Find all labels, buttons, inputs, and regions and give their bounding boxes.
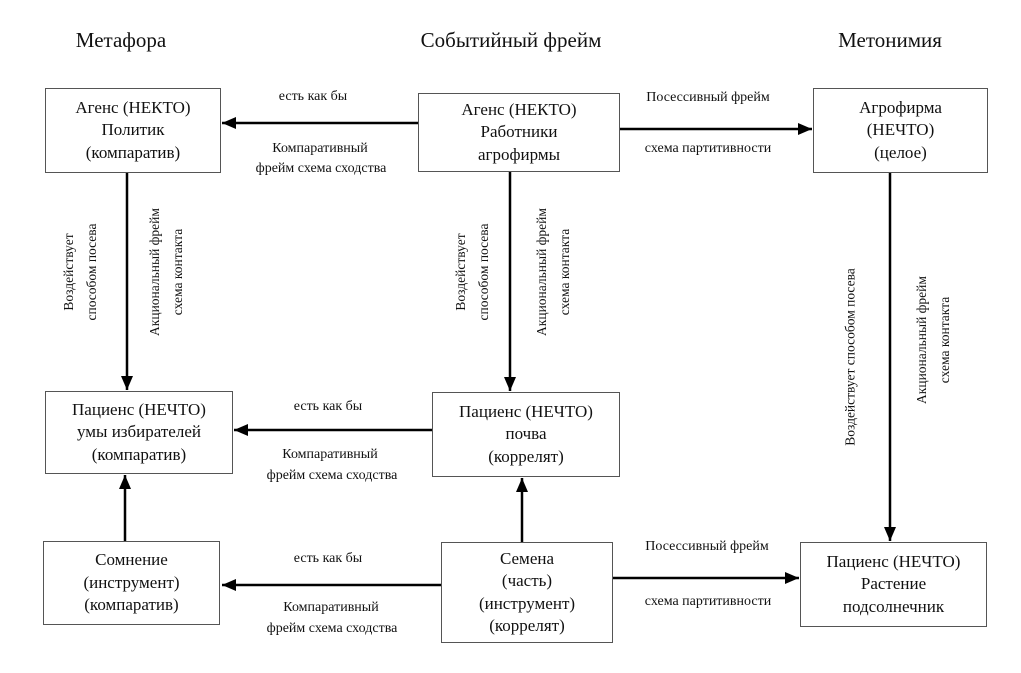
edge-label-bottom-left-below-1: Компаративный bbox=[283, 600, 379, 615]
box-line: Пациенс (НЕЧТО) bbox=[459, 401, 593, 421]
box-line: (часть) bbox=[501, 571, 553, 591]
column-header-metonymy: Метонимия bbox=[838, 28, 942, 52]
box-line: подсолнечник bbox=[842, 596, 945, 616]
box-line: Работники bbox=[480, 122, 558, 142]
box-paciens-plant: Пациенс (НЕЧТО) Растение подсолнечник bbox=[800, 542, 987, 627]
box-line: Агрофирма bbox=[859, 97, 942, 117]
box-line: (коррелят) bbox=[488, 446, 564, 466]
vlabel-line: схема контакта bbox=[557, 228, 572, 316]
box-line: (компаратив) bbox=[91, 444, 187, 464]
edge-label-bottom-left-above: есть как бы bbox=[293, 551, 363, 566]
vlabel-line: Акциональный фрейм bbox=[914, 276, 930, 404]
vlabel-line: способом посева bbox=[84, 223, 99, 321]
edge-label-middle-below-1: Компаративный bbox=[282, 447, 378, 462]
vlabel-line: схема контакта bbox=[170, 228, 185, 316]
box-line: Пациенс (НЕЧТО) bbox=[826, 551, 961, 571]
box-semena: Семена (часть) (инструмент) (коррелят) bbox=[441, 542, 613, 643]
box-line: (инструмент) bbox=[478, 593, 576, 613]
box-line: умы избирателей bbox=[77, 422, 201, 442]
edge-label-top-right-above: Посессивный фрейм bbox=[646, 90, 770, 105]
edge-label-top-left-below-2: фрейм схема сходства bbox=[255, 161, 387, 176]
edge-label-top-left-below-1: Компаративный bbox=[272, 141, 368, 156]
box-line: (компаратив) bbox=[84, 595, 179, 615]
box-line: (инструмент) bbox=[83, 572, 180, 592]
column-header-metaphor: Метафора bbox=[75, 28, 167, 52]
vlabel-line: Воздействует bbox=[61, 233, 77, 311]
box-line: агрофирмы bbox=[477, 144, 561, 164]
box-paciens-minds: Пациенс (НЕЧТО) умы избирателей (компара… bbox=[45, 391, 233, 474]
vlabel-line: Воздействует способом посева bbox=[842, 268, 858, 446]
box-paciens-soil: Пациенс (НЕЧТО) почва (коррелят) bbox=[432, 392, 620, 477]
box-line: Сомнение bbox=[95, 550, 168, 570]
box-line: (целое) bbox=[874, 142, 927, 162]
vlabel-line: способом посева bbox=[476, 223, 491, 321]
edge-label-bottom-right-below: схема партитивности bbox=[644, 594, 772, 609]
edge-label-bottom-left-below-2: фрейм схема сходства bbox=[266, 621, 398, 636]
vlabel-line: схема контакта bbox=[937, 296, 952, 384]
edge-label-top-right-below: схема партитивности bbox=[644, 141, 772, 156]
box-line: Агенс (НЕКТО) bbox=[75, 97, 191, 117]
box-line: Семена bbox=[499, 548, 555, 568]
box-line: Растение bbox=[860, 574, 927, 594]
edge-label-top-left-above: есть как бы bbox=[278, 89, 348, 104]
edge-label-bottom-right-above: Посессивный фрейм bbox=[645, 539, 769, 554]
edge-label-middle-below-2: фрейм схема сходства bbox=[266, 468, 398, 483]
vlabel-line: Акциональный фрейм bbox=[534, 208, 550, 336]
edge-label-middle-above: есть как бы bbox=[293, 399, 363, 414]
box-agens-politik: Агенс (НЕКТО) Политик (компаратив) bbox=[45, 88, 221, 173]
box-line: Пациенс (НЕЧТО) bbox=[72, 399, 206, 419]
column-header-event-frame: Событийный фрейм bbox=[420, 28, 602, 52]
vlabel-line: Акциональный фрейм bbox=[147, 208, 163, 336]
vlabel-line: Воздействует bbox=[453, 233, 469, 311]
box-line: Агенс (НЕКТО) bbox=[461, 99, 577, 119]
box-somnenie: Сомнение (инструмент) (компаратив) bbox=[43, 541, 220, 625]
box-line: (компаратив) bbox=[85, 142, 181, 162]
box-line: Политик bbox=[101, 120, 165, 140]
box-line: (НЕЧТО) bbox=[866, 120, 935, 140]
box-agens-workers: Агенс (НЕКТО) Работники агрофирмы bbox=[418, 93, 620, 172]
box-line: почва bbox=[505, 424, 547, 444]
box-agrofirma: Агрофирма (НЕЧТО) (целое) bbox=[813, 88, 988, 173]
box-line: (коррелят) bbox=[489, 615, 565, 635]
